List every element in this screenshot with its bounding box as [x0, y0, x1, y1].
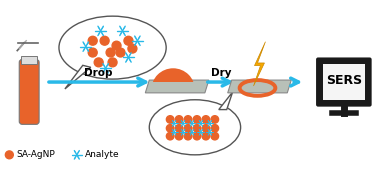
- Text: Analyte: Analyte: [85, 150, 119, 159]
- Circle shape: [166, 116, 174, 123]
- Text: SA-AgNP: SA-AgNP: [16, 150, 55, 159]
- Circle shape: [211, 125, 218, 132]
- Circle shape: [94, 58, 103, 67]
- Circle shape: [184, 116, 192, 123]
- Wedge shape: [151, 68, 195, 90]
- Circle shape: [5, 151, 13, 159]
- Text: Dry: Dry: [211, 68, 231, 78]
- Circle shape: [211, 132, 218, 140]
- FancyBboxPatch shape: [316, 57, 372, 107]
- Ellipse shape: [149, 100, 241, 155]
- Circle shape: [166, 125, 174, 132]
- Circle shape: [88, 48, 97, 57]
- Circle shape: [175, 125, 183, 132]
- Circle shape: [166, 132, 174, 140]
- Circle shape: [112, 41, 121, 50]
- Circle shape: [202, 125, 210, 132]
- Circle shape: [100, 36, 109, 45]
- Circle shape: [211, 116, 218, 123]
- Circle shape: [202, 132, 210, 140]
- Circle shape: [184, 125, 192, 132]
- Circle shape: [193, 132, 201, 140]
- Circle shape: [128, 44, 137, 53]
- Circle shape: [193, 125, 201, 132]
- Bar: [21, 56, 37, 64]
- Circle shape: [175, 132, 183, 140]
- Circle shape: [88, 36, 97, 45]
- Text: Drop: Drop: [84, 68, 113, 78]
- Polygon shape: [219, 92, 233, 110]
- Circle shape: [184, 132, 192, 140]
- FancyBboxPatch shape: [19, 59, 39, 124]
- Circle shape: [193, 116, 201, 123]
- Circle shape: [175, 116, 183, 123]
- Bar: [323, 64, 365, 100]
- Text: SERS: SERS: [326, 74, 362, 87]
- Circle shape: [108, 58, 117, 67]
- Circle shape: [116, 48, 125, 57]
- Bar: [149, 82, 197, 92]
- Circle shape: [106, 48, 115, 57]
- Circle shape: [124, 36, 133, 45]
- Ellipse shape: [59, 16, 166, 79]
- Polygon shape: [65, 65, 91, 89]
- Polygon shape: [254, 42, 265, 86]
- Polygon shape: [228, 80, 291, 93]
- Circle shape: [202, 116, 210, 123]
- Polygon shape: [145, 80, 209, 93]
